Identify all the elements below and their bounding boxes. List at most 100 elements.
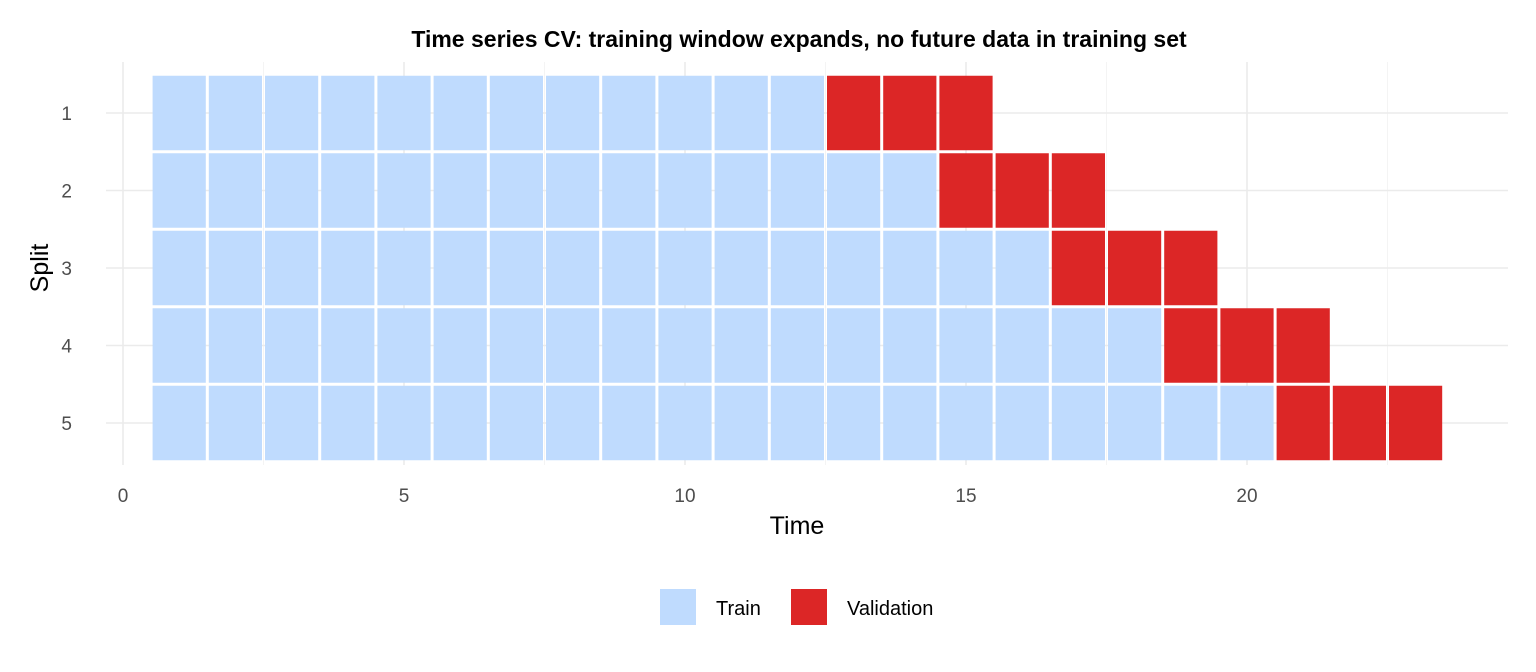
train-tile (377, 75, 431, 151)
y-axis-ticks: 1 2 3 4 5 (61, 104, 72, 435)
legend-swatch-validation (791, 589, 827, 625)
train-tile (602, 230, 656, 306)
train-tile (377, 385, 431, 461)
train-tile (208, 153, 262, 228)
train-tile (658, 153, 712, 228)
train-tile (433, 75, 487, 151)
train-tile (714, 230, 768, 306)
legend-swatch-train (660, 589, 696, 625)
validation-tile (939, 153, 993, 228)
train-tile (546, 308, 600, 383)
train-tile (827, 385, 881, 461)
legend-label-validation: Validation (847, 598, 933, 620)
train-tile (1108, 385, 1162, 461)
train-tile (265, 308, 319, 383)
train-tile (321, 308, 375, 383)
train-tile (602, 385, 656, 461)
train-tile (1051, 385, 1105, 461)
y-tick-label: 5 (61, 414, 72, 435)
train-tile (265, 75, 319, 151)
train-tile (546, 230, 600, 306)
train-tile (770, 75, 824, 151)
train-tile (883, 385, 937, 461)
train-tile (714, 153, 768, 228)
train-tile (152, 153, 206, 228)
train-tile (433, 230, 487, 306)
train-tile (546, 75, 600, 151)
train-tile (827, 230, 881, 306)
train-tile (883, 153, 937, 228)
tiles (152, 75, 1443, 461)
validation-tile (1164, 230, 1218, 306)
train-tile (939, 385, 993, 461)
train-tile (546, 385, 600, 461)
validation-tile (1051, 230, 1105, 306)
y-tick-label: 1 (61, 104, 72, 125)
train-tile (714, 385, 768, 461)
train-tile (489, 230, 543, 306)
train-tile (770, 385, 824, 461)
y-tick-label: 4 (61, 337, 72, 358)
train-tile (208, 385, 262, 461)
train-tile (883, 308, 937, 383)
legend-label-train: Train (716, 598, 761, 620)
validation-tile (1276, 308, 1330, 383)
train-tile (1220, 385, 1274, 461)
validation-tile (1389, 385, 1443, 461)
train-tile (995, 308, 1049, 383)
train-tile (377, 308, 431, 383)
x-axis-ticks: 0 5 10 15 20 (118, 486, 1258, 507)
y-axis-title: Split (26, 244, 54, 293)
train-tile (152, 230, 206, 306)
train-tile (939, 230, 993, 306)
train-tile (265, 153, 319, 228)
validation-tile (939, 75, 993, 151)
x-axis-title: Time (770, 512, 825, 540)
train-tile (714, 308, 768, 383)
x-tick-label: 10 (674, 486, 695, 507)
train-tile (489, 385, 543, 461)
legend: Train Validation (660, 589, 933, 625)
train-tile (152, 75, 206, 151)
train-tile (208, 308, 262, 383)
train-tile (602, 75, 656, 151)
validation-tile (1276, 385, 1330, 461)
train-tile (827, 308, 881, 383)
train-tile (321, 385, 375, 461)
train-tile (377, 153, 431, 228)
train-tile (602, 308, 656, 383)
train-tile (1108, 308, 1162, 383)
chart-title: Time series CV: training window expands,… (411, 26, 1187, 52)
y-tick-label: 3 (61, 259, 72, 280)
train-tile (208, 230, 262, 306)
train-tile (546, 153, 600, 228)
train-tile (321, 230, 375, 306)
train-tile (658, 308, 712, 383)
train-tile (489, 153, 543, 228)
train-tile (1164, 385, 1218, 461)
train-tile (208, 75, 262, 151)
train-tile (152, 385, 206, 461)
x-tick-label: 15 (955, 486, 976, 507)
train-tile (602, 153, 656, 228)
validation-tile (883, 75, 937, 151)
train-tile (714, 75, 768, 151)
train-tile (321, 75, 375, 151)
train-tile (321, 153, 375, 228)
train-tile (265, 385, 319, 461)
x-tick-label: 0 (118, 486, 129, 507)
train-tile (658, 230, 712, 306)
train-tile (658, 75, 712, 151)
train-tile (770, 230, 824, 306)
train-tile (1051, 308, 1105, 383)
x-tick-label: 20 (1236, 486, 1257, 507)
validation-tile (827, 75, 881, 151)
train-tile (883, 230, 937, 306)
validation-tile (1051, 153, 1105, 228)
train-tile (489, 308, 543, 383)
validation-tile (995, 153, 1049, 228)
validation-tile (1164, 308, 1218, 383)
train-tile (377, 230, 431, 306)
train-tile (770, 153, 824, 228)
